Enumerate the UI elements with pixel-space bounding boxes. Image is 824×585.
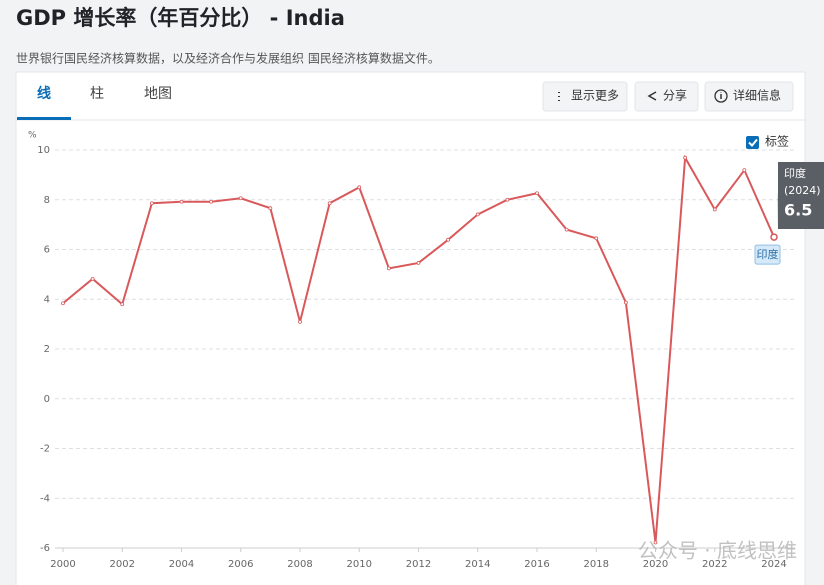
- data-point: [386, 266, 391, 271]
- button[interactable]: [542, 81, 628, 112]
- legend-checkbox[interactable]: 标签: [746, 134, 789, 150]
- data-point: [120, 302, 125, 307]
- subtitle: 世界银行国民经济核算数据，以及经济合作与发展组织 国民经济核算数据文件。: [16, 51, 440, 66]
- button-label[interactable]: 分享: [663, 88, 687, 103]
- y-tick-label: 10: [37, 145, 50, 156]
- end-label: 印度: [757, 247, 779, 261]
- x-tick-label: 2004: [169, 559, 194, 570]
- button[interactable]: [634, 81, 699, 112]
- share-icon: [647, 91, 657, 101]
- data-point: [327, 201, 332, 206]
- data-point: [623, 300, 628, 305]
- x-tick-label: 2006: [228, 559, 253, 570]
- data-point: [238, 196, 243, 201]
- x-tick-label: 2016: [524, 559, 549, 570]
- info-icon: [714, 89, 728, 103]
- x-tick-label: 2010: [347, 559, 372, 570]
- y-tick-label: 6: [44, 245, 50, 256]
- x-tick-label: 2012: [406, 559, 431, 570]
- tab[interactable]: 柱: [90, 86, 104, 102]
- data-point: [179, 199, 184, 204]
- tab[interactable]: 地图: [144, 86, 172, 102]
- tab[interactable]: 线: [37, 85, 51, 102]
- y-tick-label: -4: [40, 493, 50, 504]
- active-tab-indicator: [17, 117, 71, 120]
- button-label[interactable]: 详细信息: [733, 88, 781, 103]
- button[interactable]: [704, 81, 794, 112]
- watermark: 公众号 · 底线思维: [638, 539, 797, 563]
- tooltip-value: 6.5: [784, 201, 812, 220]
- data-point: [298, 319, 302, 324]
- tooltip-period: (2024): [784, 184, 821, 197]
- y-tick-label: 4: [44, 294, 50, 305]
- x-tick-label: 2020: [643, 559, 668, 570]
- data-point: [268, 206, 273, 211]
- tooltip-box: [777, 162, 824, 234]
- y-tick-label: 2: [44, 344, 50, 355]
- data-point: [712, 207, 717, 212]
- data-point: [475, 212, 480, 217]
- y-tick-label: 8: [44, 195, 50, 206]
- data-point: [564, 227, 569, 232]
- data-point: [535, 191, 539, 196]
- end-label-box: [754, 244, 781, 265]
- data-point: [446, 237, 451, 242]
- x-tick-label: 2000: [50, 559, 75, 570]
- data-point: [770, 233, 778, 241]
- button-label[interactable]: 显示更多: [571, 89, 619, 103]
- data-point: [505, 197, 510, 202]
- unit-label: %: [28, 131, 37, 141]
- y-tick-label: 0: [44, 394, 50, 405]
- x-tick-label: 2018: [584, 559, 609, 570]
- data-point: [683, 155, 688, 160]
- data-point: [742, 168, 747, 173]
- data-point: [209, 199, 214, 204]
- data-point: [90, 276, 95, 281]
- x-tick-label: 2024: [761, 559, 786, 570]
- tooltip-series: 印度: [784, 166, 806, 180]
- legend-label[interactable]: 标签: [765, 134, 789, 149]
- data-point: [416, 261, 421, 265]
- checkbox[interactable]: [746, 136, 759, 149]
- data-point: [61, 301, 65, 306]
- data-point: [594, 236, 599, 241]
- check-icon: [748, 138, 758, 147]
- data-point: [653, 540, 658, 545]
- x-tick-label: 2008: [287, 559, 312, 570]
- x-tick-label: 2014: [465, 559, 490, 570]
- card: [15, 71, 806, 585]
- data-point: [149, 201, 154, 206]
- y-tick-label: -6: [40, 543, 50, 554]
- x-tick-label: 2002: [110, 559, 135, 570]
- y-tick-label: -2: [40, 444, 50, 455]
- data-point: [357, 185, 362, 190]
- page-title: GDP 增长率（年百分比） - India: [16, 6, 345, 30]
- x-tick-label: 2022: [702, 559, 727, 570]
